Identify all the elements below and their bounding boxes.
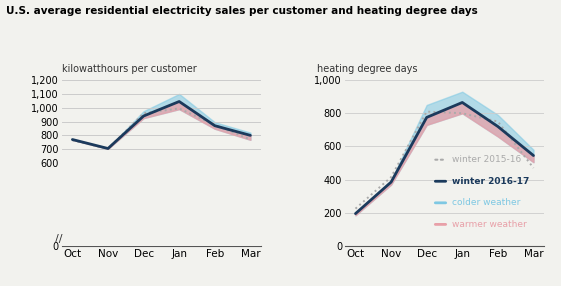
Text: heating degree days: heating degree days — [317, 64, 417, 74]
Text: winter 2015-16: winter 2015-16 — [453, 155, 522, 164]
Text: kilowatthours per customer: kilowatthours per customer — [62, 64, 196, 74]
Text: winter 2016-17: winter 2016-17 — [453, 177, 530, 186]
Text: colder weather: colder weather — [453, 198, 521, 207]
Bar — [62, 163, 261, 246]
Text: U.S. average residential electricity sales per customer and heating degree days: U.S. average residential electricity sal… — [6, 6, 477, 16]
Text: //: // — [54, 234, 62, 244]
Text: warmer weather: warmer weather — [453, 220, 527, 229]
